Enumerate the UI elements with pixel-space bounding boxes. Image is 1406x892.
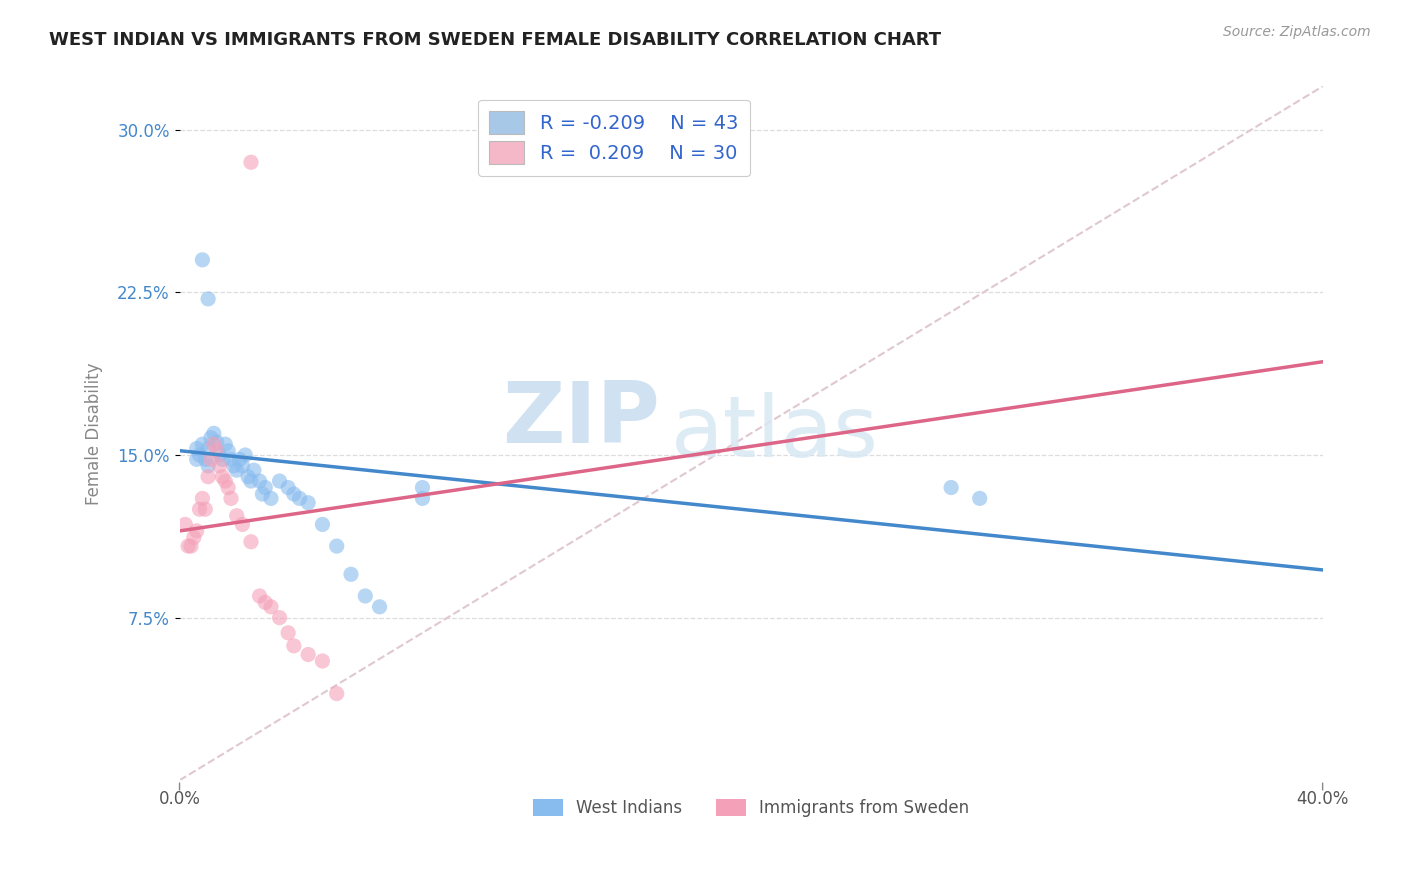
Point (939, 481, 962, 495)
Point (191, 437, 214, 451)
Point (183, 530, 205, 544)
Point (249, 589, 271, 603)
Point (311, 517, 333, 532)
Point (269, 474, 291, 488)
Point (254, 595, 277, 609)
Text: WEST INDIAN VS IMMIGRANTS FROM SWEDEN FEMALE DISABILITY CORRELATION CHART: WEST INDIAN VS IMMIGRANTS FROM SWEDEN FE… (49, 31, 942, 49)
Point (202, 426, 225, 441)
Point (222, 458, 245, 473)
Point (200, 452, 222, 467)
Point (254, 481, 277, 495)
Point (340, 567, 363, 582)
Point (297, 496, 319, 510)
Point (186, 452, 208, 467)
Point (325, 539, 347, 553)
Point (208, 458, 231, 473)
Point (277, 481, 299, 495)
Point (231, 458, 253, 473)
Point (260, 599, 283, 614)
Point (188, 502, 211, 516)
Point (969, 491, 991, 506)
Point (174, 517, 197, 532)
Point (197, 292, 219, 306)
Point (197, 458, 219, 473)
Point (197, 442, 219, 456)
Point (191, 252, 214, 267)
Point (214, 437, 236, 451)
Point (205, 435, 228, 450)
Legend: West Indians, Immigrants from Sweden: West Indians, Immigrants from Sweden (526, 792, 976, 824)
Point (211, 452, 233, 467)
Point (236, 469, 259, 483)
Point (217, 481, 239, 495)
Point (225, 508, 247, 523)
Point (277, 625, 299, 640)
Point (249, 474, 271, 488)
Point (228, 452, 250, 467)
Point (240, 534, 263, 549)
Point (214, 474, 236, 488)
Point (208, 448, 231, 462)
Point (217, 443, 239, 458)
Point (283, 639, 305, 653)
Point (202, 437, 225, 451)
Point (186, 442, 208, 456)
Point (194, 452, 217, 467)
Point (297, 648, 319, 662)
Point (188, 448, 211, 462)
Y-axis label: Female Disability: Female Disability (86, 362, 103, 505)
Point (411, 481, 433, 495)
Point (231, 517, 253, 532)
Text: Source: ZipAtlas.com: Source: ZipAtlas.com (1223, 25, 1371, 39)
Point (411, 491, 433, 506)
Point (252, 487, 274, 501)
Point (205, 443, 228, 458)
Text: atlas: atlas (671, 392, 879, 475)
Point (200, 431, 222, 445)
Point (325, 687, 347, 701)
Point (180, 539, 202, 553)
Point (240, 474, 263, 488)
Point (243, 463, 266, 477)
Point (283, 487, 305, 501)
Point (233, 448, 256, 462)
Point (368, 599, 391, 614)
Point (177, 539, 200, 553)
Point (354, 589, 377, 603)
Point (288, 491, 311, 506)
Point (219, 452, 242, 467)
Point (260, 491, 283, 506)
Point (269, 610, 291, 624)
Point (311, 654, 333, 668)
Point (219, 491, 242, 506)
Point (197, 469, 219, 483)
Point (186, 524, 208, 538)
Point (194, 502, 217, 516)
Point (240, 155, 263, 169)
Point (191, 491, 214, 506)
Point (225, 463, 247, 477)
Point (211, 469, 233, 483)
Text: ZIP: ZIP (502, 378, 659, 461)
